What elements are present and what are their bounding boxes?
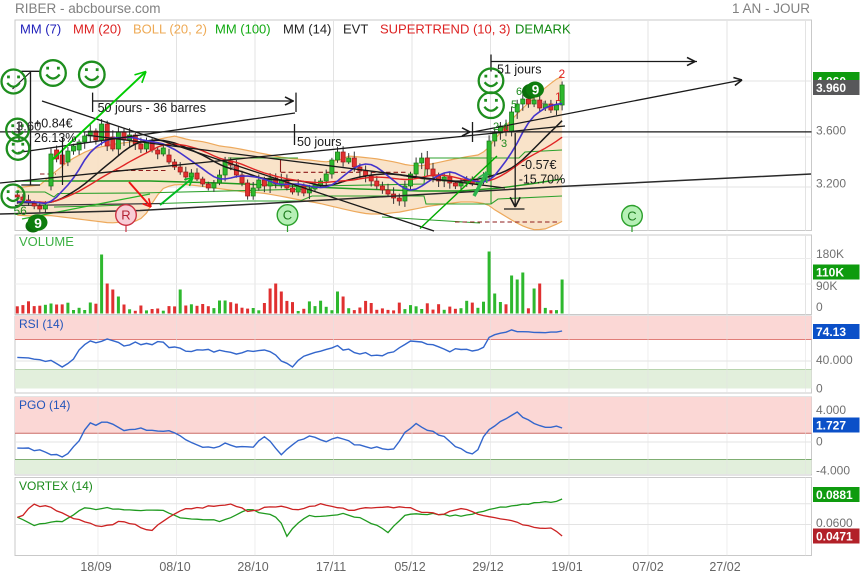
svg-text:C: C <box>283 208 292 223</box>
svg-text:SUPERTREND (10, 3): SUPERTREND (10, 3) <box>380 22 511 37</box>
svg-text:05/12: 05/12 <box>394 560 425 574</box>
svg-text:07/02: 07/02 <box>632 560 663 574</box>
svg-text:40.000: 40.000 <box>816 353 853 367</box>
svg-text:MM (100): MM (100) <box>215 22 271 37</box>
svg-text:VOLUME: VOLUME <box>19 234 74 249</box>
svg-text:56: 56 <box>14 204 28 218</box>
svg-text:17/11: 17/11 <box>316 560 346 574</box>
svg-text:BOLL (20, 2): BOLL (20, 2) <box>133 22 207 37</box>
svg-text:R: R <box>121 208 130 223</box>
svg-text:1.727: 1.727 <box>816 419 846 433</box>
svg-text:MM (14): MM (14) <box>283 22 331 37</box>
svg-text:2 4: 2 4 <box>493 121 508 133</box>
svg-text:50 jours: 50 jours <box>297 135 341 149</box>
svg-text:RIBER - abcbourse.com: RIBER - abcbourse.com <box>15 1 161 16</box>
svg-text:MM (20): MM (20) <box>73 22 121 37</box>
svg-text:0: 0 <box>816 300 823 314</box>
svg-text:4.000: 4.000 <box>816 403 846 417</box>
svg-text:2: 2 <box>559 67 566 81</box>
svg-text:-4.000: -4.000 <box>816 464 850 478</box>
svg-text:3.960: 3.960 <box>816 81 846 95</box>
svg-text:6: 6 <box>516 86 522 98</box>
svg-text:0.0600: 0.0600 <box>816 516 853 530</box>
svg-text:3.60: 3.60 <box>16 119 41 134</box>
svg-text:3.200: 3.200 <box>816 177 846 191</box>
svg-text:0: 0 <box>816 435 823 449</box>
svg-text:3.600: 3.600 <box>816 124 846 138</box>
svg-text:RSI (14): RSI (14) <box>19 317 64 331</box>
svg-text:51 jours: 51 jours <box>497 63 541 77</box>
svg-text:0.0471: 0.0471 <box>816 530 853 544</box>
svg-text:+: + <box>230 163 236 174</box>
svg-text:110K: 110K <box>816 266 844 280</box>
svg-text:08/10: 08/10 <box>159 560 190 574</box>
svg-text:29/12: 29/12 <box>472 560 503 574</box>
svg-text:EVT: EVT <box>343 22 368 37</box>
svg-text:PGO (14): PGO (14) <box>19 398 70 412</box>
svg-text:90K: 90K <box>816 279 837 293</box>
svg-text:C: C <box>627 208 636 223</box>
svg-text:50 jours - 36 barres: 50 jours - 36 barres <box>98 101 206 115</box>
svg-text:0: 0 <box>816 382 823 396</box>
svg-text:DEMARK: DEMARK <box>515 22 571 37</box>
svg-text:9: 9 <box>532 83 540 98</box>
svg-text:5: 5 <box>511 99 517 111</box>
svg-text:26.13%: 26.13% <box>34 131 76 145</box>
svg-text:74.13: 74.13 <box>816 325 846 339</box>
svg-text:+0.84€: +0.84€ <box>34 117 73 131</box>
svg-text:180K: 180K <box>816 247 844 261</box>
svg-text:+: + <box>541 99 547 110</box>
svg-text:-0.57€: -0.57€ <box>521 158 556 172</box>
svg-text:3: 3 <box>501 138 507 150</box>
svg-text:27/02: 27/02 <box>709 560 740 574</box>
svg-text:VORTEX (14): VORTEX (14) <box>19 479 93 493</box>
svg-text:-15.70%: -15.70% <box>519 173 566 187</box>
svg-text:9: 9 <box>34 215 42 231</box>
svg-text:0.0881: 0.0881 <box>816 488 853 502</box>
svg-text:28/10: 28/10 <box>237 560 268 574</box>
svg-text:1: 1 <box>555 90 562 104</box>
svg-text:18/09: 18/09 <box>80 560 111 574</box>
svg-text:19/01: 19/01 <box>551 560 582 574</box>
svg-text:1 AN - JOUR: 1 AN - JOUR <box>732 1 810 16</box>
svg-text:MM (7): MM (7) <box>20 22 61 37</box>
